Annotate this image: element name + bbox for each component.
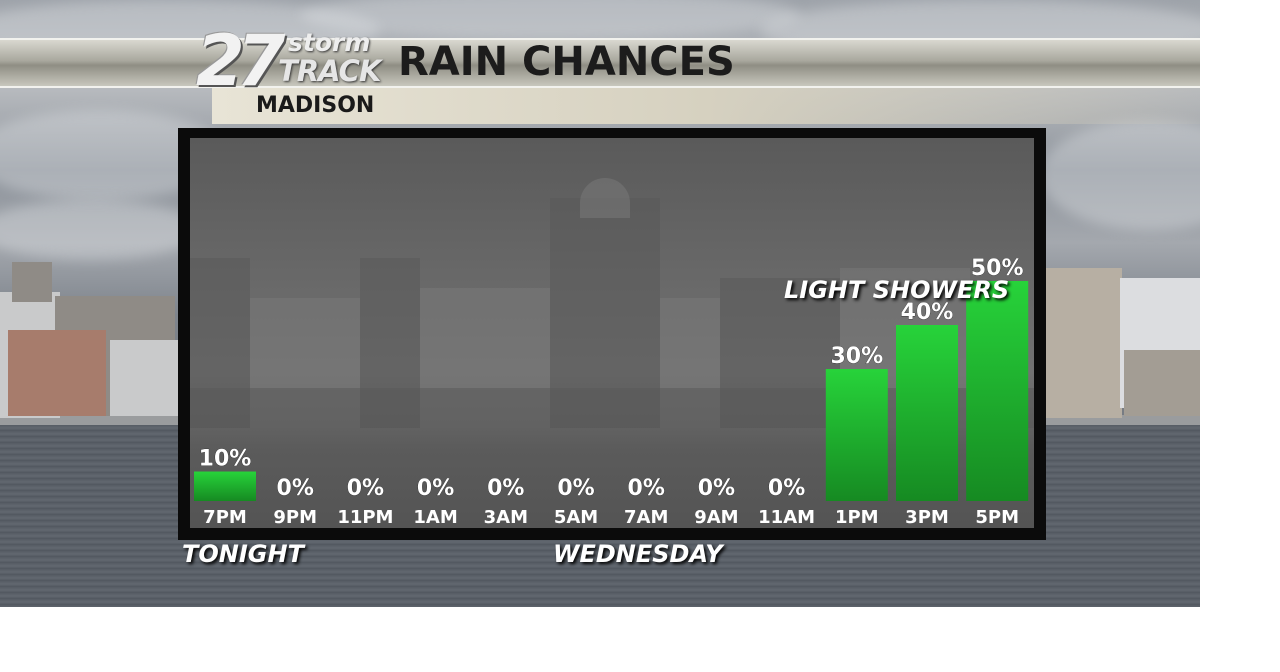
value-label-9pm: 0% <box>277 476 314 501</box>
value-label-1am: 0% <box>417 476 454 501</box>
bar-1pm <box>825 369 888 501</box>
value-label-3pm: 40% <box>901 300 954 325</box>
logo-storm-text: storm <box>288 28 371 57</box>
day-label-wednesday: WEDNESDAY <box>553 540 723 568</box>
value-label-5am: 0% <box>557 476 594 501</box>
tick-label-9pm: 9PM <box>273 507 317 528</box>
bar-5pm <box>966 281 1029 501</box>
value-label-1pm: 30% <box>830 344 883 369</box>
tick-label-9am: 9AM <box>694 507 738 528</box>
tick-label-1am: 1AM <box>413 507 457 528</box>
logo-number: 27 <box>196 20 285 102</box>
tick-label-1pm: 1PM <box>835 507 879 528</box>
tick-label-5pm: 5PM <box>975 507 1019 528</box>
value-label-7pm: 10% <box>199 447 252 472</box>
tick-label-7am: 7AM <box>624 507 668 528</box>
value-label-5pm: 50% <box>971 256 1024 281</box>
tick-label-3pm: 3PM <box>905 507 949 528</box>
bar-3pm <box>896 325 958 501</box>
bar-7pm <box>194 471 256 501</box>
tick-label-5am: 5AM <box>554 507 598 528</box>
tick-label-11pm: 11PM <box>337 507 393 528</box>
page-title: RAIN CHANCES <box>398 39 735 85</box>
location-banner <box>212 88 1200 124</box>
value-label-3am: 0% <box>487 476 524 501</box>
value-label-11pm: 0% <box>347 476 384 501</box>
tick-label-7pm: 7PM <box>203 507 247 528</box>
rain-chance-chart: 10% 7PM 0% 9PM 0% 11PM 0% 1AM 0% 3AM 0% 5AM 0% 7AM 0% 9… <box>194 256 1029 528</box>
value-label-9am: 0% <box>698 476 735 501</box>
chart-plot-area <box>190 138 1034 528</box>
logo-track-text: TRACK <box>278 54 381 88</box>
tick-label-3am: 3AM <box>484 507 528 528</box>
annotation-light-showers: LIGHT SHOWERS <box>784 276 1010 304</box>
value-label-11am: 0% <box>768 476 805 501</box>
value-label-7am: 0% <box>628 476 665 501</box>
day-label-tonight: TONIGHT <box>182 540 304 568</box>
tick-label-11am: 11AM <box>758 507 815 528</box>
chart-panel: 10% 7PM 0% 9PM 0% 11PM 0% 1AM 0% 3AM 0% 5AM 0% 7AM 0% 9… <box>178 128 1046 540</box>
title-banner <box>0 38 1200 88</box>
location-label: MADISON <box>256 93 375 118</box>
